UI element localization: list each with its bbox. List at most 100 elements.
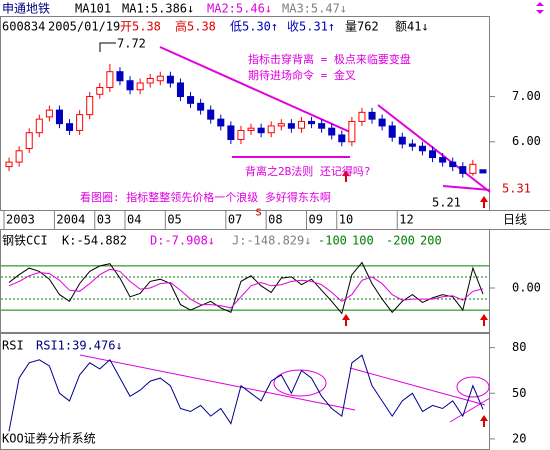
candle-body xyxy=(45,109,53,118)
x-tick-label: 12 xyxy=(399,213,413,227)
candle-body xyxy=(156,75,164,82)
level-label: -200 xyxy=(386,234,415,248)
candle-body xyxy=(187,96,195,104)
annotation: 指标击穿背离 = 极点来临要变盘 xyxy=(248,52,411,66)
open: 开5.38 xyxy=(120,20,161,34)
candle-body xyxy=(237,129,245,140)
x-tick-label: 03 xyxy=(97,213,111,227)
stock-code: 600834 xyxy=(2,20,45,34)
footer: KOO证券分析系统 xyxy=(2,431,96,446)
x-tick-label: 04 xyxy=(127,213,141,227)
candle-body xyxy=(15,150,23,163)
candle-body xyxy=(297,120,305,129)
frames xyxy=(0,16,550,450)
level-label: -100 xyxy=(318,234,347,248)
annotation: s xyxy=(255,205,262,219)
candle-body xyxy=(136,82,144,91)
high: 高5.38 xyxy=(175,19,216,34)
candle-body xyxy=(66,123,74,131)
candle-body xyxy=(55,109,63,125)
candle-body xyxy=(308,120,316,125)
annotation: 背离之2B法则 还记得吗? xyxy=(245,164,371,178)
candle-body xyxy=(146,77,154,84)
candle-body xyxy=(287,123,295,129)
candle-body xyxy=(207,109,215,120)
candle-body xyxy=(469,163,477,174)
y-tick-label: 50 xyxy=(512,386,526,400)
candle-body xyxy=(247,127,255,131)
candle-body xyxy=(277,123,285,127)
candle-body xyxy=(257,127,265,134)
candle-body xyxy=(398,136,406,145)
y-tick-label: 0.00 xyxy=(512,281,541,295)
low: 低5.30↑ xyxy=(230,20,278,34)
candle-body xyxy=(418,145,426,152)
candle-body xyxy=(449,161,457,168)
candle-body xyxy=(25,132,33,150)
scroll-icon[interactable] xyxy=(536,2,544,14)
period-label: 日线 xyxy=(503,213,527,227)
ma-label: MA101 xyxy=(75,2,111,16)
series-line xyxy=(8,268,484,309)
candle-body xyxy=(388,125,396,138)
candle-body xyxy=(338,134,346,143)
candle-body xyxy=(439,157,447,163)
j-value: J:-148.829↓ xyxy=(232,234,311,248)
candle-body xyxy=(378,118,386,127)
last-price-label: 5.31 xyxy=(502,182,531,196)
k-value: K:-54.882 xyxy=(62,234,127,248)
date: 2005/01/19 xyxy=(48,20,120,34)
x-tick-label: 2004 xyxy=(56,213,85,227)
rsi-value: RSI1:39.476↓ xyxy=(36,339,123,353)
candle-body xyxy=(348,120,356,143)
candle-body xyxy=(459,166,467,174)
volume: 量762 xyxy=(345,20,379,34)
candle-body xyxy=(358,111,366,122)
candle-body xyxy=(429,150,437,159)
ma3: MA3:5.47↓ xyxy=(282,2,347,16)
ma2: MA2:5.46↓ xyxy=(207,2,272,16)
y-tick-label: 7.00 xyxy=(512,89,541,103)
y-tick-label: 20 xyxy=(512,431,526,445)
d-value: D:-7.908↓ xyxy=(150,234,215,248)
candle-body xyxy=(368,111,376,120)
trough-label: 5.21 xyxy=(432,196,461,210)
x-tick-label: 05 xyxy=(167,213,181,227)
annotation: 看图圈: 指标整整领先价格一个浪级 多好得东东啊 xyxy=(80,190,331,204)
series-line xyxy=(8,354,484,432)
level-label: 200 xyxy=(420,234,442,248)
trend-lines xyxy=(159,46,491,193)
panel-title: 钢铁CCI xyxy=(2,234,48,248)
y-tick-label: 80 xyxy=(512,340,526,354)
candle-body xyxy=(217,118,225,127)
x-tick-label: 09 xyxy=(309,213,323,227)
candle-body xyxy=(126,80,134,91)
candle-body xyxy=(106,71,114,89)
candle-body xyxy=(35,118,43,134)
candle-body xyxy=(116,71,124,82)
x-tick-label: 07 xyxy=(228,213,242,227)
candle-body xyxy=(267,125,275,134)
candle-body xyxy=(197,102,205,111)
signal-arrows xyxy=(342,170,488,427)
candle-body xyxy=(176,82,184,98)
indicator-annotations xyxy=(79,354,491,423)
candle-body xyxy=(408,143,416,147)
candle-body xyxy=(96,87,104,95)
amount: 额41↓ xyxy=(395,20,429,34)
candle-body xyxy=(5,161,13,168)
peak-pointer xyxy=(99,42,116,52)
y-tick-label: 6.00 xyxy=(512,134,541,148)
x-tick-label: 08 xyxy=(268,213,282,227)
candle-body xyxy=(318,123,326,129)
candle-body xyxy=(76,114,84,131)
close: 收5.31↑ xyxy=(287,20,335,34)
annotation: 期待进场命令 = 金叉 xyxy=(248,68,356,82)
x-tick-label: 2003 xyxy=(6,213,35,227)
candle-body xyxy=(86,96,94,116)
candle-body xyxy=(227,125,235,140)
candle-body xyxy=(479,169,487,174)
x-tick-label: 10 xyxy=(339,213,353,227)
